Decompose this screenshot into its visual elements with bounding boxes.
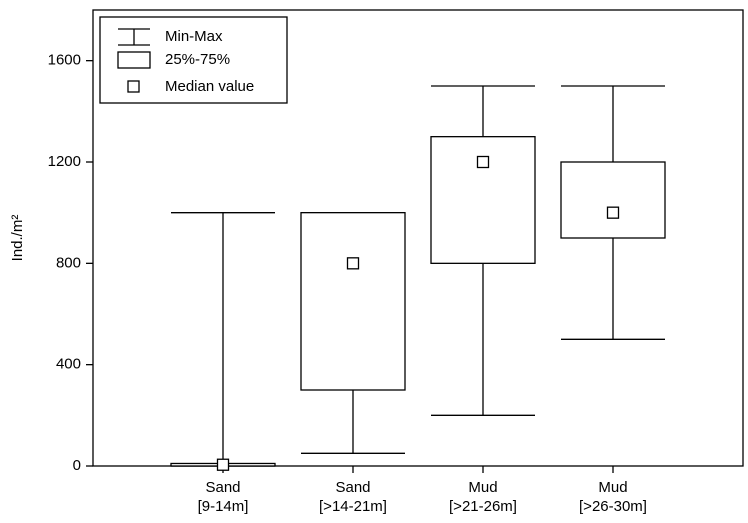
y-tick-label: 0 [73, 457, 81, 474]
x-tick-label: [9-14m] [198, 498, 249, 515]
y-tick-label: 1200 [48, 153, 81, 170]
x-tick-label: [>21-26m] [449, 498, 517, 515]
y-tick-label: 1600 [48, 52, 81, 69]
median [216, 458, 230, 471]
x-tick-label: Mud [468, 479, 497, 496]
x-tick-label: Sand [335, 479, 370, 496]
x-tick-label: [>14-21m] [319, 498, 387, 515]
x-tick-label: [>26-30m] [579, 498, 647, 515]
x-tick-label: Sand [205, 479, 240, 496]
legend-label: Min-Max [165, 28, 223, 45]
y-axis-label: Ind./m² [9, 215, 26, 262]
y-tick-label: 400 [56, 356, 81, 373]
legend: Min-Max 25%-75% Median value [99, 16, 288, 104]
legend-symbol [127, 80, 140, 93]
plot-frame [92, 9, 744, 467]
legend-symbol [117, 51, 151, 69]
y-tick-label: 800 [56, 254, 81, 271]
legend-label: 25%-75% [165, 51, 230, 68]
legend-label: Median value [165, 78, 254, 95]
box [560, 161, 666, 239]
box [300, 212, 406, 391]
median [606, 206, 620, 219]
median [346, 257, 360, 270]
x-tick-label: Mud [598, 479, 627, 496]
median [476, 155, 490, 169]
box [430, 136, 536, 264]
